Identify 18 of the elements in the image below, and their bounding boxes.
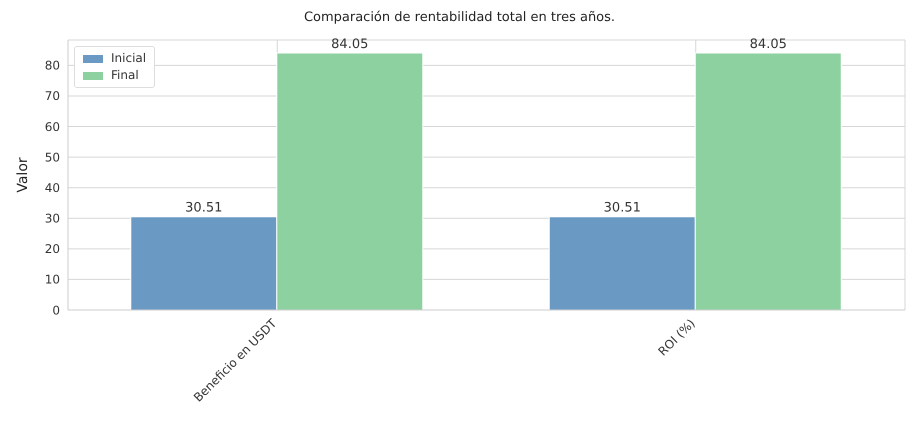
y-tick-label: 70 xyxy=(44,89,60,104)
y-tick-label: 50 xyxy=(44,150,60,164)
y-tick-label: 10 xyxy=(44,272,60,287)
y-tick-label: 30 xyxy=(44,212,60,226)
y-tick-label: 60 xyxy=(44,120,60,134)
data-label: 84.05 xyxy=(331,36,368,52)
x-tick-label: ROI (%) xyxy=(656,316,698,359)
y-tick-label: 40 xyxy=(44,180,60,195)
y-tick-label: 20 xyxy=(44,242,60,256)
data-label: 30.51 xyxy=(604,200,641,216)
y-axis-title: Valor xyxy=(14,157,31,193)
y-tick-label: 0 xyxy=(52,303,60,318)
data-label: 84.05 xyxy=(750,36,787,52)
legend-label: Inicial xyxy=(111,50,146,67)
y-tick-label: 80 xyxy=(44,58,60,73)
data-label: 30.51 xyxy=(185,200,222,216)
legend-label: Final xyxy=(111,67,139,84)
chart-title: Comparación de rentabilidad total en tres años. xyxy=(302,9,616,27)
